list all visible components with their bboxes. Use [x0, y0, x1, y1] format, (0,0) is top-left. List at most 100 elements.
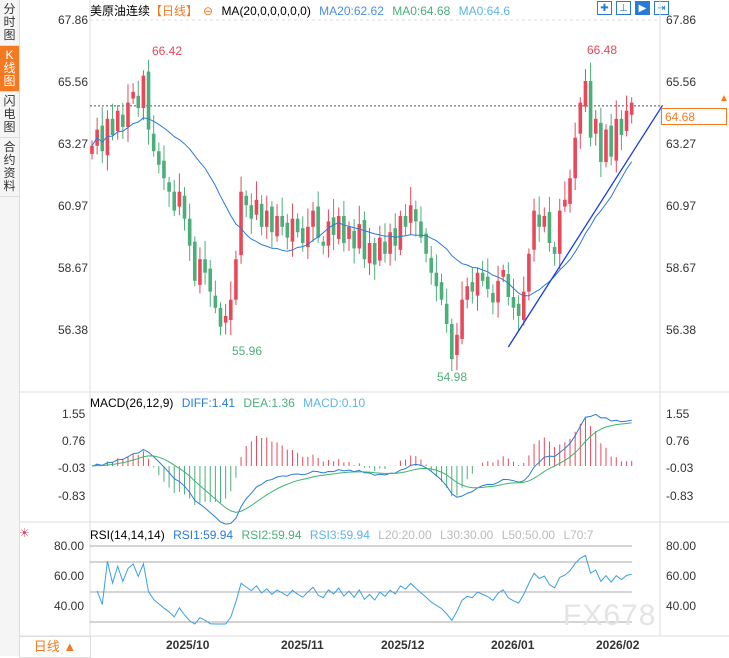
rsi-tick-right: 60.00	[666, 569, 697, 583]
candle-body	[563, 199, 567, 207]
price-tick-right: 65.56	[666, 75, 697, 89]
candle-body	[157, 151, 161, 165]
indicator-settings-icon[interactable]: ☀	[19, 526, 30, 540]
candle-body	[357, 224, 362, 249]
candle-body	[547, 211, 552, 244]
macd-label[interactable]: MACD(26,12,9)	[90, 396, 174, 410]
candle-body	[527, 253, 531, 292]
candle-body	[460, 299, 464, 339]
candle-body	[372, 243, 377, 265]
price-tick: 56.38	[58, 323, 89, 337]
sidebar-item-flash[interactable]: 闪电图	[0, 92, 19, 138]
candle-body	[198, 259, 202, 285]
x-tick: 2025/10	[166, 638, 210, 652]
candle-body	[347, 226, 351, 239]
macd-tick: 0.76	[62, 434, 86, 448]
candle-body	[167, 182, 171, 192]
candle-body	[244, 195, 248, 206]
price-tick: 67.86	[58, 13, 89, 27]
candle-body	[326, 221, 331, 246]
macd-tick-right: 0.76	[666, 434, 690, 448]
candle-body	[475, 272, 480, 296]
candle-body	[552, 247, 557, 254]
toolbar: ✚ ⊥ ▶ ⇥	[597, 1, 669, 15]
candle-body	[444, 303, 449, 325]
candle-body	[511, 297, 516, 308]
rsi-tick: 80.00	[54, 539, 85, 553]
sidebar-item-kline[interactable]: K线图	[0, 46, 19, 92]
candle-body	[403, 216, 408, 227]
l50-value: L50:50.00	[501, 528, 556, 542]
macd-dea: DEA:1.36	[243, 396, 295, 410]
low-annotation: 54.98	[437, 370, 468, 384]
rsi-label[interactable]: RSI(14,14,14)	[90, 528, 165, 542]
l30-value: L30:30.00	[439, 528, 494, 542]
ma0-value-b: MA0:64.6	[458, 4, 510, 18]
settings-icon[interactable]: ⊖	[203, 4, 214, 18]
candle-body	[434, 272, 439, 287]
candle-body	[424, 233, 428, 254]
macd-tick: -0.83	[58, 489, 86, 503]
scroll-up-icon[interactable]: ▲	[719, 93, 729, 104]
candle-body	[470, 282, 475, 292]
candle-body	[249, 205, 254, 219]
candle-body	[542, 216, 547, 227]
candle-body	[485, 276, 490, 289]
candle-body	[234, 259, 238, 300]
candle-body	[223, 315, 228, 323]
macd-diff-line	[91, 413, 632, 525]
candle-body	[115, 110, 120, 131]
candle-body	[90, 145, 94, 154]
high-annotation: 66.42	[152, 44, 183, 58]
candle-body	[599, 122, 603, 163]
crosshair-icon[interactable]: ✚	[597, 1, 612, 15]
candle-body	[362, 220, 367, 260]
candle-body	[239, 191, 243, 256]
candle-body	[619, 118, 624, 136]
candle-body	[151, 133, 156, 152]
price-tick: 63.27	[58, 137, 89, 151]
rsi-header: RSI(14,14,14) RSI1:59.94 RSI2:59.94 RSI3…	[90, 528, 598, 542]
candle-body	[532, 210, 536, 250]
candle-body	[316, 206, 320, 238]
candle-body	[516, 303, 521, 316]
candle-body	[331, 217, 336, 235]
period-selector[interactable]: 日线 ▲	[19, 636, 91, 658]
macd-dea-line	[91, 422, 632, 513]
price-tick: 60.97	[58, 199, 89, 213]
candle-body	[378, 237, 382, 261]
candle-body	[537, 214, 541, 227]
l70-value: L70:7	[563, 528, 594, 542]
candle-body	[259, 203, 264, 227]
sidebar: 分时图 K线图 闪电图 合约资料	[0, 0, 20, 656]
candle-body	[146, 71, 151, 130]
play-icon[interactable]: ▶	[635, 1, 650, 15]
candle-body	[557, 210, 562, 254]
sidebar-item-timeshare[interactable]: 分时图	[0, 0, 19, 46]
candle-body	[336, 216, 341, 239]
range-icon[interactable]: ⊥	[616, 1, 631, 15]
candle-body	[126, 102, 130, 127]
period-label[interactable]: 【日线】	[150, 4, 199, 18]
high-annotation: 66.48	[587, 43, 618, 57]
candle-body	[275, 216, 279, 237]
candle-body	[352, 230, 356, 249]
candle-body	[280, 216, 284, 227]
sidebar-item-contract[interactable]: 合约资料	[0, 138, 19, 197]
candle-body	[455, 334, 459, 356]
symbol-name: 美原油连续	[90, 4, 151, 18]
candle-body	[131, 91, 135, 99]
arrow-right-icon[interactable]: ⇥	[654, 1, 669, 15]
macd-tick: 1.55	[62, 407, 86, 421]
candle-body	[506, 274, 511, 298]
ma-label[interactable]: MA(20,0,0,0,0,0)	[221, 4, 311, 18]
candle-body	[583, 81, 588, 107]
x-tick: 2025/11	[281, 638, 324, 652]
ma20-line	[91, 117, 633, 297]
rsi1-value: RSI1:59.94	[173, 528, 234, 542]
candle-body	[290, 218, 295, 242]
rsi3-value: RSI3:59.94	[309, 528, 370, 542]
candle-body	[629, 102, 634, 115]
rsi2-value: RSI2:59.94	[241, 528, 302, 542]
